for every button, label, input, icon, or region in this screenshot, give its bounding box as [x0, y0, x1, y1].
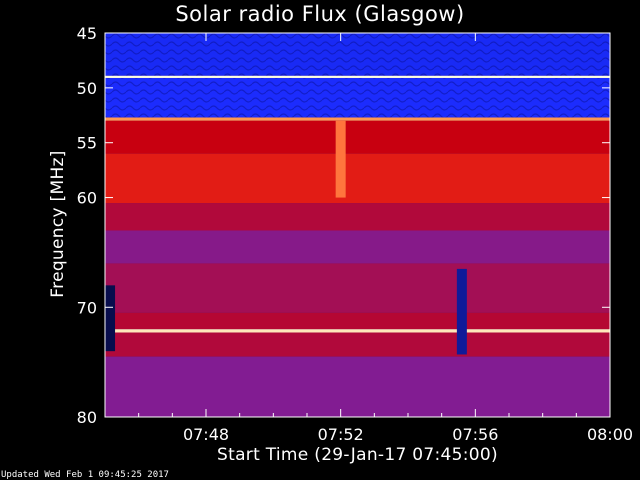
- spectrogram-bands: [105, 33, 610, 417]
- band-texture-0: [105, 33, 610, 76]
- y-axis-label: Frequency [MHz]: [48, 150, 68, 298]
- axes: 07:48 07:52 07:56 08:00 45 50 55 60 70 80: [77, 24, 633, 444]
- plot-frame: [104, 32, 611, 418]
- burst-2: [456, 268, 467, 355]
- band-5: [105, 153, 610, 204]
- band-8: [105, 263, 610, 313]
- burst-1: [335, 120, 346, 198]
- x-tick-label: 08:00: [587, 425, 633, 444]
- spectrogram-bursts: [105, 120, 467, 355]
- x-tick-label: 07:56: [452, 425, 498, 444]
- y-tick-label: 80: [77, 408, 97, 427]
- band-6: [105, 203, 610, 231]
- y-tick-label: 50: [77, 79, 97, 98]
- y-tick-label: 60: [77, 189, 97, 208]
- band-11: [105, 332, 610, 357]
- band-7: [105, 230, 610, 264]
- burst-0: [105, 285, 116, 352]
- y-tick-label: 70: [77, 298, 97, 317]
- x-axis-label: Start Time (29-Jan-17 07:45:00): [217, 445, 498, 465]
- band-4: [105, 120, 610, 154]
- band-9: [105, 312, 610, 330]
- band-12: [105, 356, 610, 417]
- chart-title: Solar radio Flux (Glasgow): [175, 2, 465, 26]
- x-tick-label: 07:48: [183, 425, 229, 444]
- y-tick-label: 45: [77, 24, 97, 43]
- updated-timestamp: Updated Wed Feb 1 09:45:25 2017: [1, 470, 169, 480]
- x-tick-label: 07:52: [318, 425, 364, 444]
- band-3: [105, 117, 610, 121]
- y-tick-label: 55: [77, 134, 97, 153]
- band-1: [105, 75, 610, 78]
- band-texture-2: [105, 77, 610, 118]
- band-10: [105, 329, 610, 333]
